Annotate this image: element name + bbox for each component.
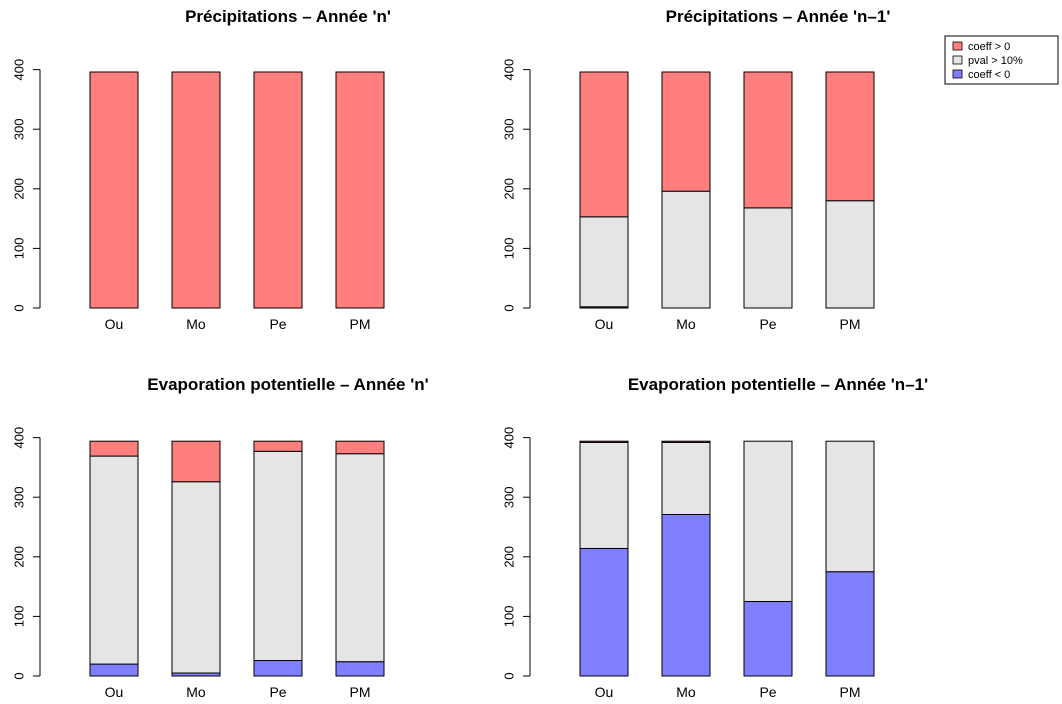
y-tick-label: 400 bbox=[501, 59, 516, 81]
x-category-label: Mo bbox=[676, 684, 696, 700]
bar-segment-neg-pm bbox=[825, 571, 875, 677]
y-tick-label: 100 bbox=[11, 238, 26, 260]
bar-segment-ns-mo bbox=[171, 481, 221, 674]
x-category-label: Ou bbox=[595, 684, 614, 700]
panel-title: Précipitations – Année 'n–1' bbox=[666, 7, 891, 26]
y-tick-label: 400 bbox=[11, 427, 26, 449]
bar-segment-ns-mo bbox=[661, 190, 711, 309]
y-tick-label: 400 bbox=[501, 427, 516, 449]
x-category-label: PM bbox=[840, 316, 861, 332]
bar-segment-pos-pe bbox=[253, 71, 303, 309]
y-tick-label: 200 bbox=[501, 178, 516, 200]
x-category-label: Mo bbox=[186, 316, 206, 332]
x-category-label: Ou bbox=[595, 316, 614, 332]
x-category-label: PM bbox=[350, 684, 371, 700]
x-category-label: PM bbox=[350, 316, 371, 332]
bar-segment-neg-ou bbox=[89, 663, 139, 677]
panel-title: Evaporation potentielle – Année 'n' bbox=[147, 375, 428, 394]
y-tick-label: 0 bbox=[501, 304, 516, 311]
panel-title: Précipitations – Année 'n' bbox=[185, 7, 391, 26]
bar-segment-pos-pm bbox=[825, 71, 875, 202]
legend-swatch-neg bbox=[952, 69, 963, 79]
y-tick-label: 200 bbox=[501, 546, 516, 568]
y-tick-label: 0 bbox=[11, 304, 26, 311]
y-tick-label: 0 bbox=[501, 672, 516, 679]
bar-segment-pos-mo bbox=[661, 440, 711, 443]
legend-label-pos: coeff > 0 bbox=[968, 41, 1010, 53]
bar-segment-ns-pm bbox=[825, 200, 875, 309]
legend-label-neg: coeff < 0 bbox=[968, 69, 1010, 81]
legend-swatch-ns bbox=[952, 55, 963, 65]
legend-label-ns: pval > 10% bbox=[968, 55, 1023, 67]
y-tick-label: 300 bbox=[11, 486, 26, 508]
bar-segment-pos-pe bbox=[253, 440, 303, 452]
legend-swatch-pos bbox=[952, 41, 963, 51]
y-tick-label: 200 bbox=[11, 178, 26, 200]
y-tick-label: 100 bbox=[11, 606, 26, 628]
y-tick-label: 0 bbox=[11, 672, 26, 679]
bar-segment-neg-mo bbox=[661, 513, 711, 677]
bar-segment-pos-mo bbox=[661, 71, 711, 192]
bar-segment-pos-pm bbox=[335, 71, 385, 309]
panel-title: Evaporation potentielle – Année 'n–1' bbox=[628, 375, 928, 394]
panel-3: Evaporation potentielle – Année 'n' 0 100 2… bbox=[11, 375, 428, 700]
bar-segment-ns-mo bbox=[661, 441, 711, 515]
x-category-label: Pe bbox=[759, 316, 776, 332]
bar-segment-pos-ou bbox=[579, 440, 629, 443]
bar-segment-pos-pm bbox=[335, 440, 385, 455]
bar-segment-pos-mo bbox=[171, 71, 221, 309]
legend-box bbox=[944, 35, 1059, 85]
bar-segment-neg-pe bbox=[253, 660, 303, 677]
x-category-label: Mo bbox=[676, 316, 696, 332]
x-category-label: Ou bbox=[105, 316, 124, 332]
y-tick-label: 300 bbox=[501, 486, 516, 508]
bar-segment-ns-ou bbox=[579, 216, 629, 308]
x-category-label: Pe bbox=[269, 316, 286, 332]
y-tick-label: 100 bbox=[501, 606, 516, 628]
bar-segment-ns-ou bbox=[579, 441, 629, 549]
panel-4: Evaporation potentielle – Année 'n–1' 0 10… bbox=[501, 375, 928, 700]
x-category-label: Pe bbox=[269, 684, 286, 700]
y-tick-label: 200 bbox=[11, 546, 26, 568]
bar-segment-ns-pm bbox=[825, 440, 875, 573]
x-category-label: Mo bbox=[186, 684, 206, 700]
x-category-label: PM bbox=[840, 684, 861, 700]
panel-2: Précipitations – Année 'n–1' 0 100 200 300 40… bbox=[501, 7, 890, 332]
panel-1: Précipitations – Année 'n' 0 100 200 300 400 O… bbox=[11, 7, 390, 332]
y-tick-label: 100 bbox=[501, 238, 516, 260]
bar-segment-ns-pe bbox=[253, 450, 303, 662]
bar-segment-pos-ou bbox=[579, 71, 629, 218]
bar-segment-pos-pe bbox=[743, 71, 793, 209]
bar-segment-ns-ou bbox=[89, 455, 139, 665]
y-tick-label: 300 bbox=[501, 118, 516, 140]
legend: coeff > 0 pval > 10% coeff < 0 bbox=[944, 35, 1059, 85]
bar-segment-ns-pe bbox=[743, 440, 793, 603]
bar-segment-pos-mo bbox=[171, 440, 221, 483]
bar-segment-pos-ou bbox=[89, 440, 139, 457]
bar-segment-pos-ou bbox=[89, 71, 139, 309]
bar-segment-neg-pe bbox=[743, 601, 793, 677]
x-category-label: Ou bbox=[105, 684, 124, 700]
bar-segment-ns-pe bbox=[743, 207, 793, 309]
y-tick-label: 300 bbox=[11, 118, 26, 140]
y-tick-label: 400 bbox=[11, 59, 26, 81]
bar-segment-neg-pm bbox=[335, 661, 385, 677]
x-category-label: Pe bbox=[759, 684, 776, 700]
bar-segment-neg-ou bbox=[579, 547, 629, 677]
bar-segment-ns-pm bbox=[335, 453, 385, 663]
